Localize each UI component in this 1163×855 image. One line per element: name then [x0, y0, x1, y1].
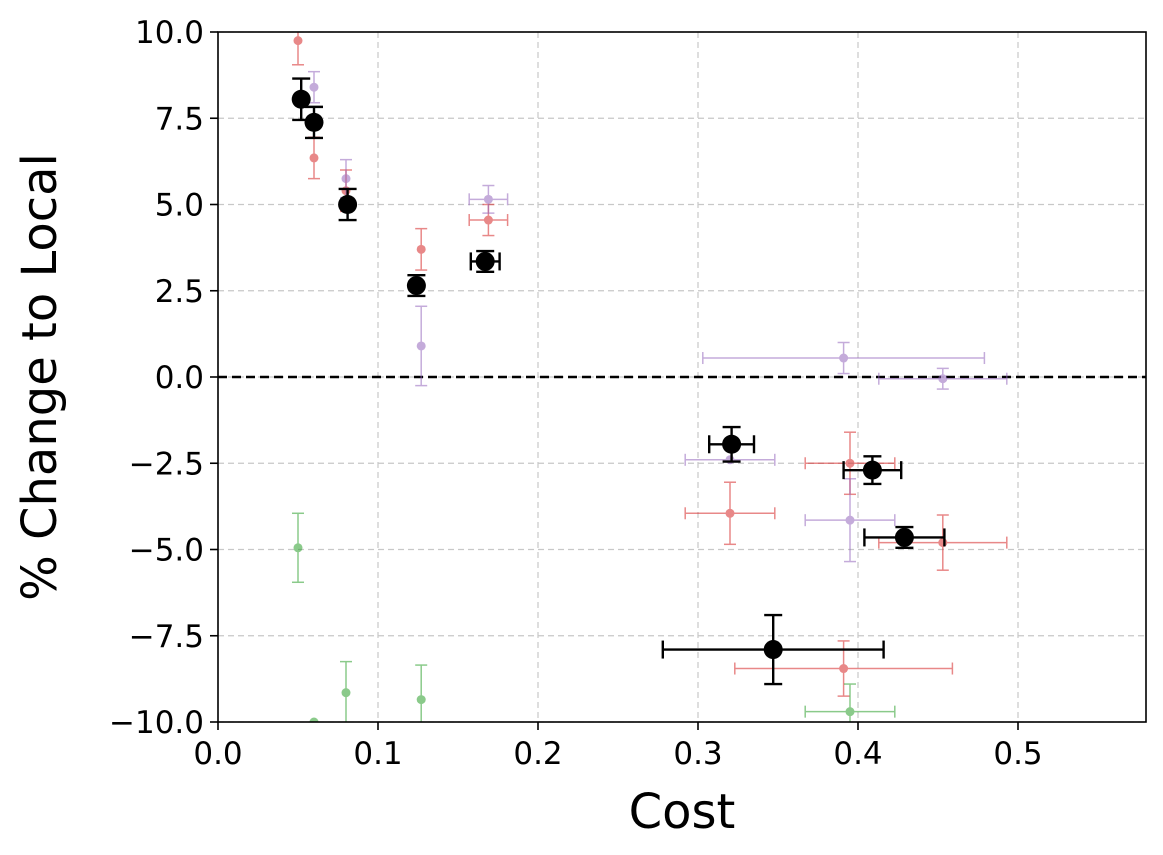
point-marker	[406, 276, 426, 296]
point-marker	[416, 244, 426, 254]
point-marker	[938, 538, 948, 548]
point-marker	[309, 153, 319, 163]
point-marker	[293, 543, 303, 553]
point-marker	[725, 508, 735, 518]
point-marker	[416, 341, 426, 351]
point-marker	[894, 527, 914, 547]
x-tick-label: 0.2	[513, 736, 562, 772]
point-marker	[763, 640, 783, 660]
data-point	[340, 660, 352, 722]
point-marker	[309, 717, 319, 722]
data-point	[878, 367, 1008, 390]
x-axis-label: Cost	[629, 784, 736, 840]
data-point	[292, 512, 304, 584]
point-marker	[839, 664, 849, 674]
point-marker	[483, 215, 493, 225]
point-marker	[475, 251, 495, 271]
y-tick-label: −10.0	[109, 705, 204, 741]
data-point	[415, 227, 428, 271]
series-2	[308, 70, 1008, 563]
data-point	[684, 453, 776, 466]
point-marker	[304, 112, 324, 132]
y-tick-label: −2.5	[129, 446, 204, 482]
data-point	[308, 70, 320, 104]
y-tick-label: −5.0	[129, 533, 204, 569]
data-point	[292, 32, 304, 66]
point-marker	[845, 515, 855, 525]
point-marker	[483, 194, 493, 204]
point-marker	[725, 455, 735, 465]
data-point	[804, 478, 896, 563]
data-points	[291, 32, 1008, 722]
x-tick-label: 0.0	[193, 736, 242, 772]
x-tick-label: 0.3	[673, 736, 722, 772]
data-point	[708, 425, 756, 463]
data-point	[338, 187, 358, 222]
point-marker	[416, 695, 426, 705]
data-point	[804, 683, 896, 722]
y-tick-label: 10.0	[135, 15, 204, 51]
x-axis-ticks: 0.0 0.1 0.2 0.3 0.4 0.5	[193, 722, 1043, 772]
data-point	[702, 341, 986, 375]
x-tick-label: 0.4	[833, 736, 882, 772]
y-tick-label: 0.0	[155, 360, 204, 396]
y-axis-ticks: −10.0 −7.5 −5.0 −2.5 0.0 2.5 5.0 7.5 10.0	[109, 15, 218, 741]
series-3	[292, 512, 896, 722]
data-point	[415, 664, 428, 722]
y-tick-label: 7.5	[155, 101, 204, 137]
y-axis-label: % Change to Local	[12, 153, 68, 601]
data-point	[309, 717, 319, 722]
point-marker	[845, 707, 855, 717]
point-marker	[341, 688, 351, 698]
data-point	[291, 77, 311, 122]
point-marker	[862, 460, 882, 480]
data-point	[415, 305, 428, 387]
data-point	[842, 455, 903, 486]
data-point	[661, 613, 885, 686]
point-marker	[341, 174, 351, 184]
data-point	[308, 136, 320, 180]
x-tick-label: 0.1	[353, 736, 402, 772]
point-marker	[845, 458, 855, 468]
y-tick-label: 5.0	[155, 188, 204, 224]
x-tick-label: 0.5	[993, 736, 1042, 772]
point-marker	[309, 82, 319, 92]
point-marker	[938, 374, 948, 384]
data-point	[304, 105, 324, 140]
data-point	[734, 640, 954, 697]
series-4	[291, 77, 946, 686]
point-marker	[722, 434, 742, 454]
data-point	[684, 481, 776, 546]
point-marker	[839, 353, 849, 363]
data-point	[863, 525, 946, 549]
point-marker	[338, 195, 358, 214]
y-tick-label: −7.5	[129, 619, 204, 655]
data-point	[468, 184, 509, 214]
y-tick-label: 2.5	[155, 274, 204, 310]
data-point	[406, 274, 426, 298]
point-marker	[291, 89, 311, 109]
data-point	[469, 249, 501, 273]
point-marker	[293, 36, 303, 46]
